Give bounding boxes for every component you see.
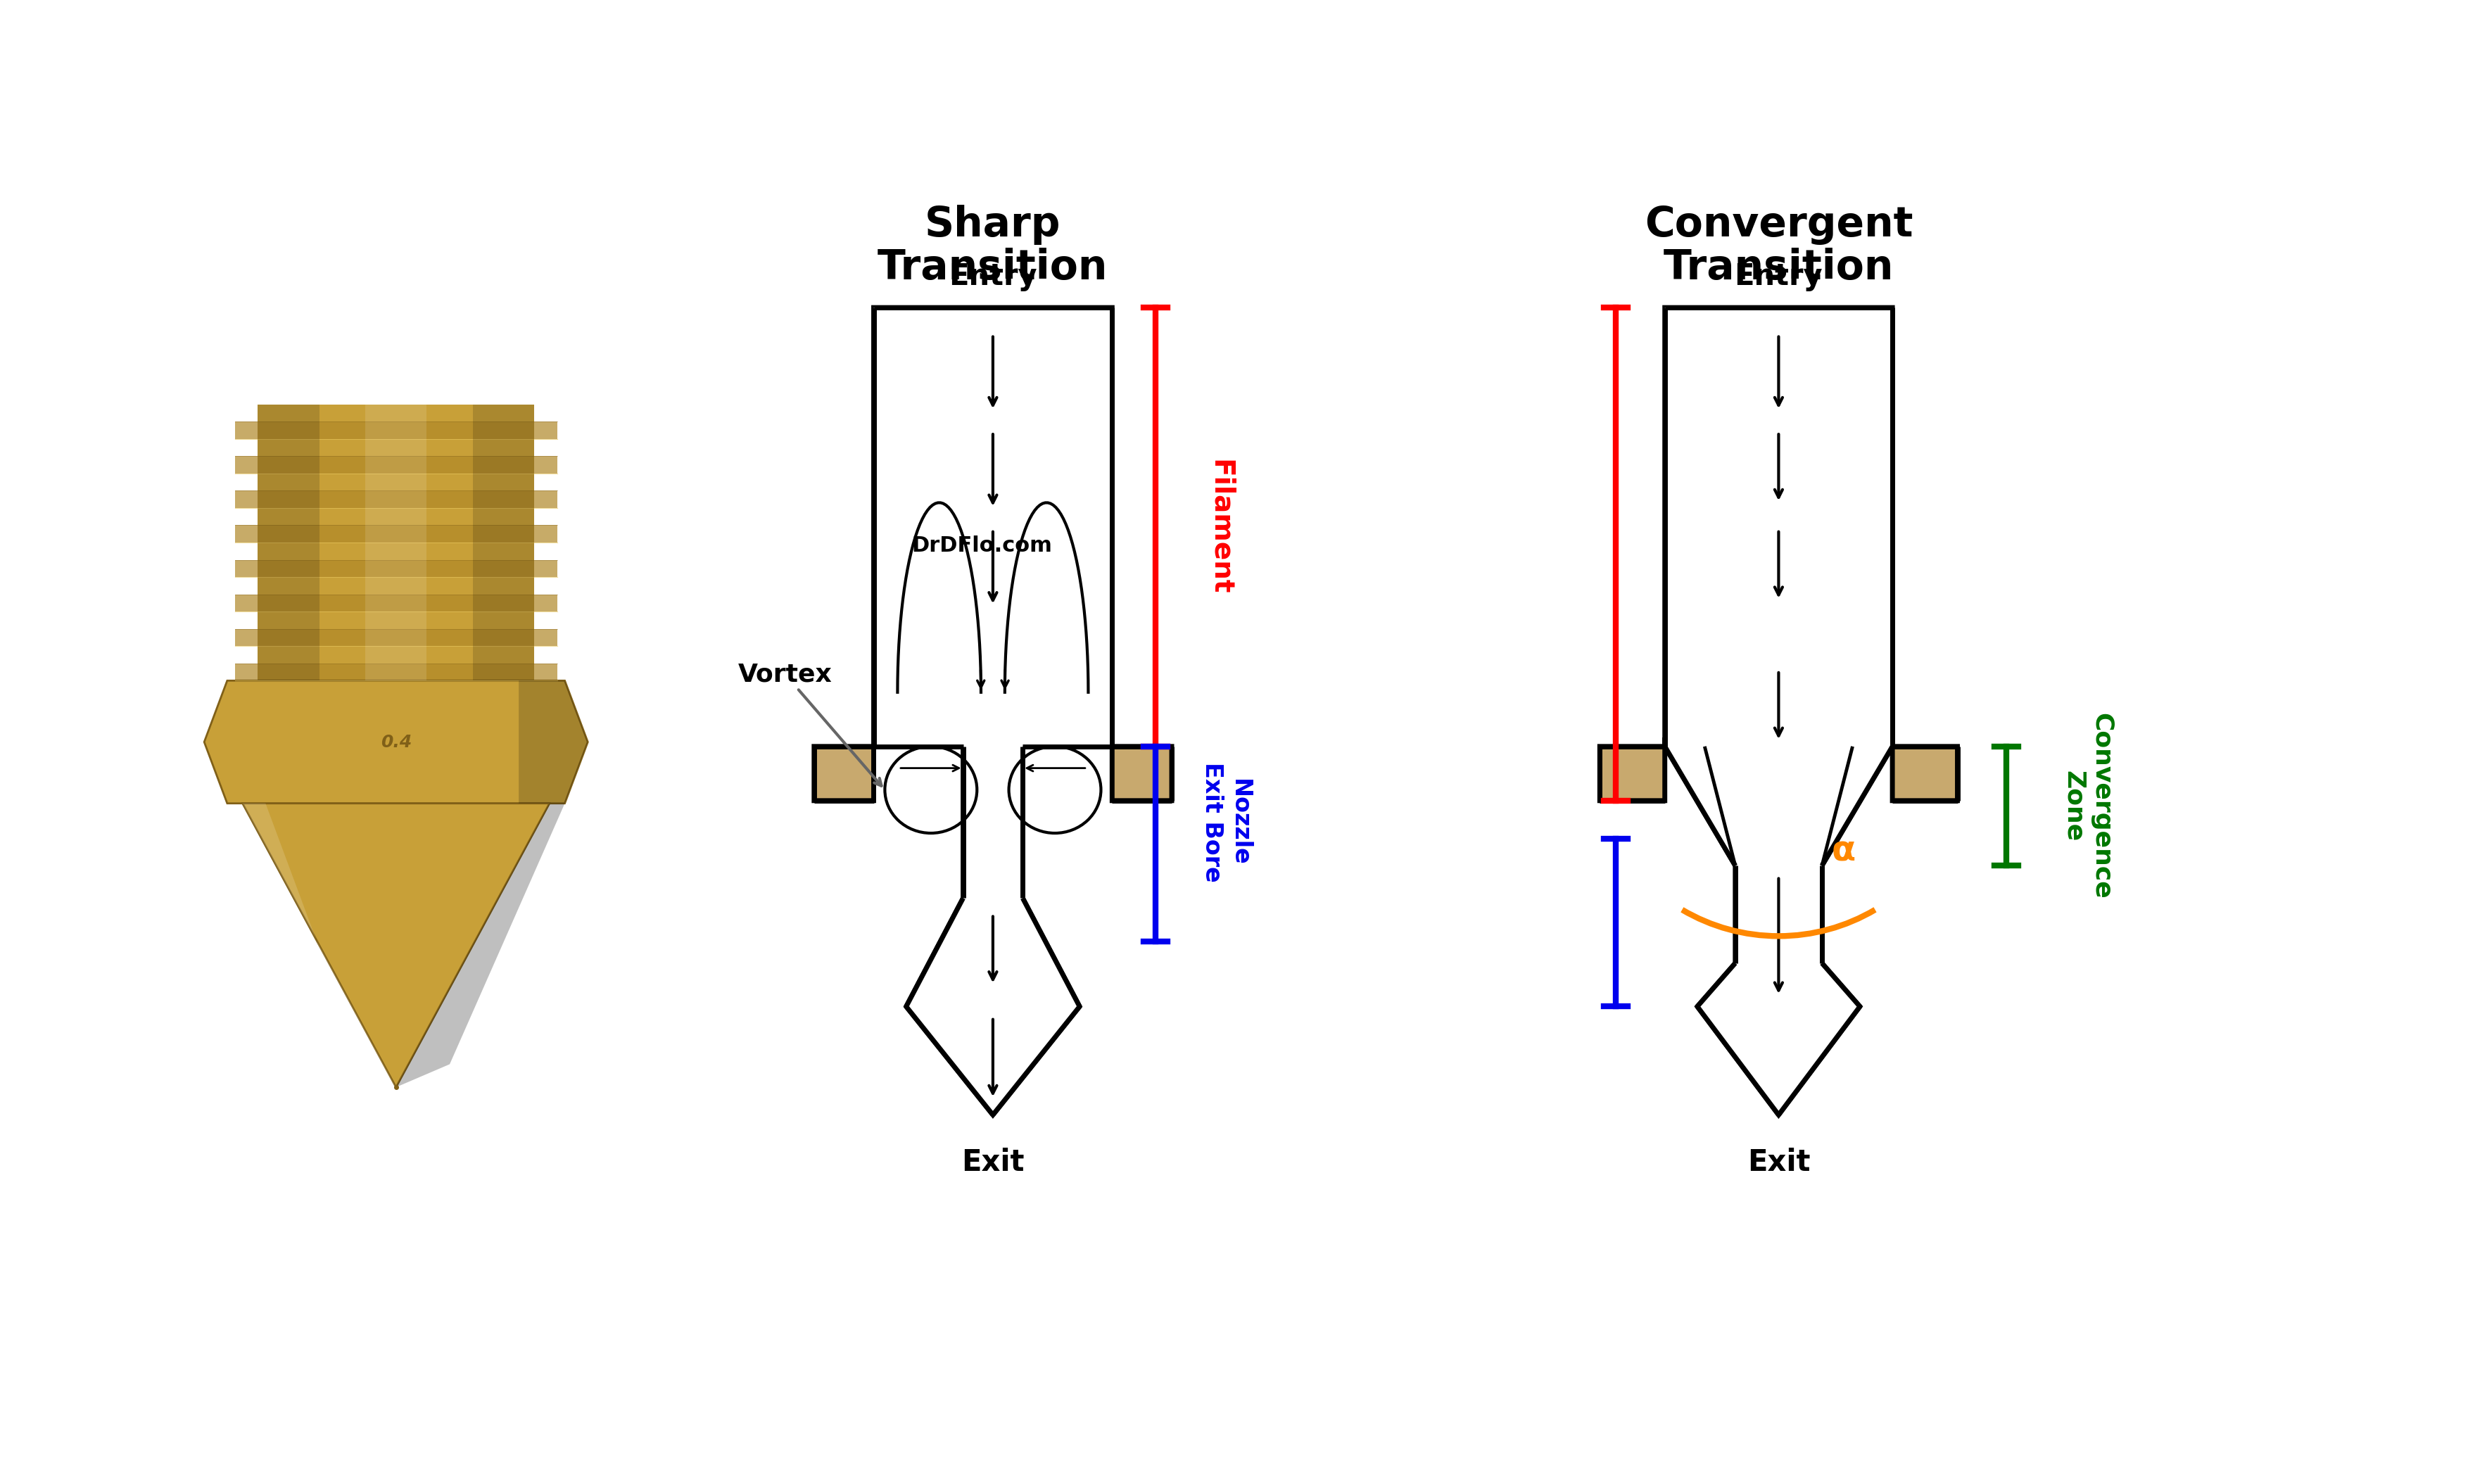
Polygon shape <box>814 307 1171 1114</box>
Text: Exit: Exit <box>960 1147 1025 1177</box>
Text: Exit: Exit <box>1747 1147 1809 1177</box>
Polygon shape <box>473 405 535 681</box>
Text: Nozzle
Exit Bore: Nozzle Exit Bore <box>1200 763 1250 883</box>
Polygon shape <box>235 491 557 508</box>
Text: Filament: Filament <box>1208 460 1235 595</box>
Polygon shape <box>235 629 557 646</box>
Text: 0.4: 0.4 <box>381 733 411 751</box>
Polygon shape <box>235 594 557 611</box>
Polygon shape <box>874 307 1111 1114</box>
Polygon shape <box>235 421 557 439</box>
Polygon shape <box>243 803 549 1088</box>
Polygon shape <box>203 681 589 803</box>
Text: Vortex: Vortex <box>738 662 881 787</box>
Text: Convergence
Zone: Convergence Zone <box>2062 712 2114 899</box>
Text: Sharp
Transition: Sharp Transition <box>879 205 1109 288</box>
Polygon shape <box>520 681 589 803</box>
Polygon shape <box>235 525 557 543</box>
Text: Entry: Entry <box>948 261 1037 291</box>
Text: Entry: Entry <box>1735 261 1822 291</box>
Polygon shape <box>1599 307 1958 1114</box>
Polygon shape <box>1666 307 1893 1114</box>
Polygon shape <box>235 663 557 681</box>
Text: DrDFlo.com: DrDFlo.com <box>911 536 1052 556</box>
Polygon shape <box>257 405 535 681</box>
Text: α: α <box>1832 834 1856 868</box>
Text: Convergent
Transition: Convergent Transition <box>1643 205 1913 288</box>
Polygon shape <box>243 803 396 1088</box>
Polygon shape <box>396 803 564 1088</box>
Polygon shape <box>257 405 319 681</box>
Polygon shape <box>235 456 557 473</box>
Polygon shape <box>235 559 557 577</box>
Polygon shape <box>366 405 426 681</box>
